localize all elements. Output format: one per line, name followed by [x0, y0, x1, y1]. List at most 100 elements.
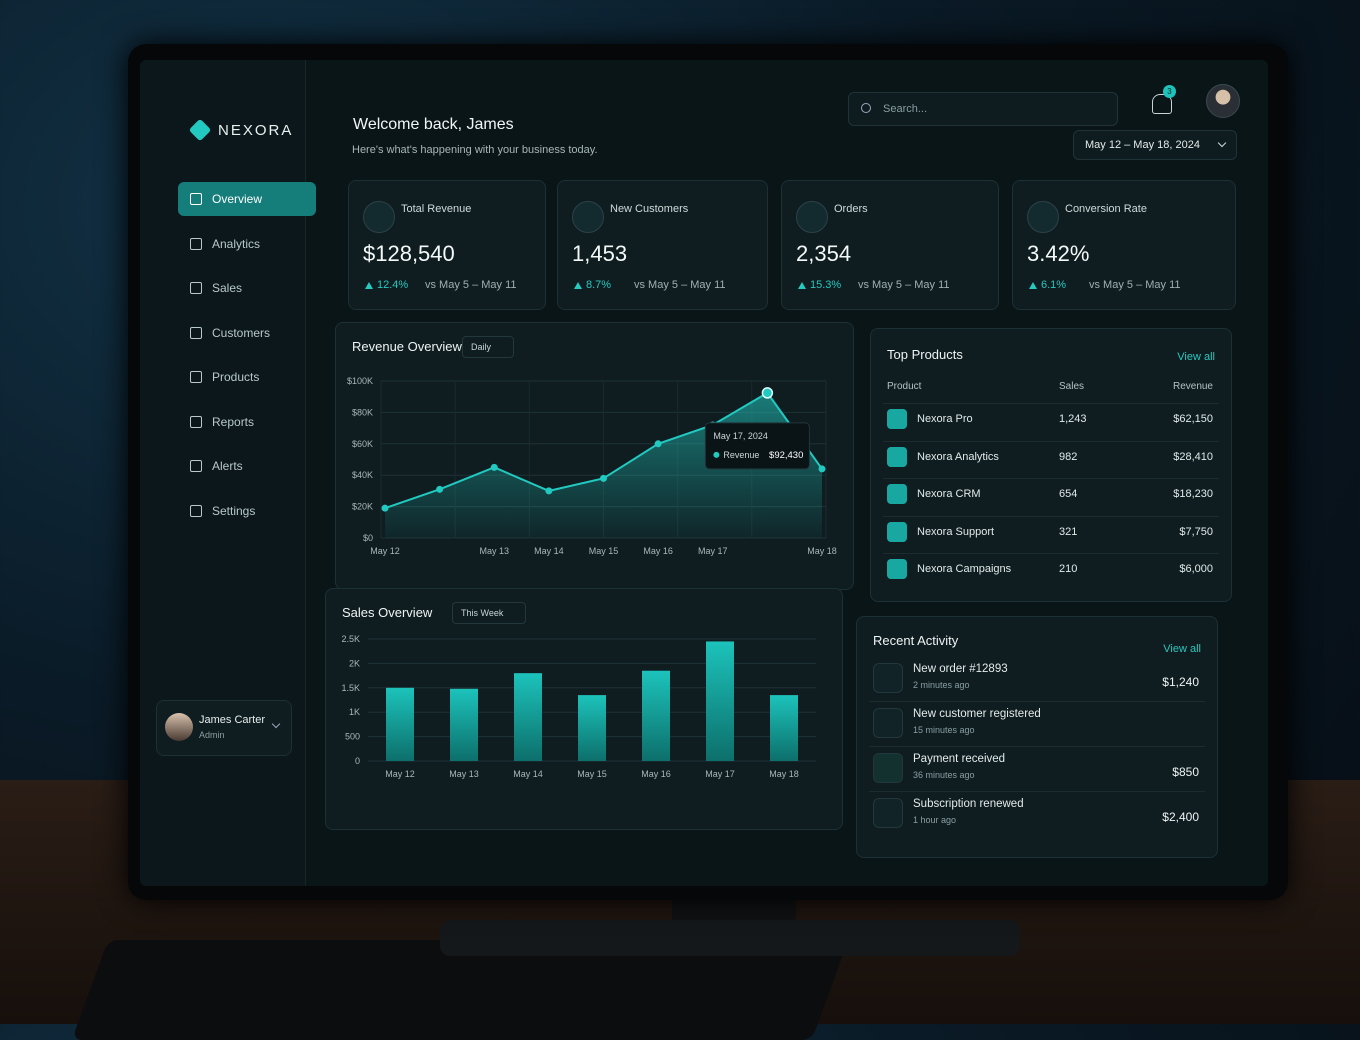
kpi-change: 15.3%: [810, 279, 842, 291]
y-tick-label: 0: [355, 756, 360, 766]
point: [600, 474, 607, 482]
y-tick-label: $0: [363, 533, 373, 543]
revenue-chart-card: Revenue Overview Daily $0 $20K $40K $60K $80K $…: [335, 322, 854, 590]
kpi-value: $128,540: [363, 241, 455, 266]
nav-item[interactable]: Analytics: [178, 227, 316, 261]
activity-icon: [873, 798, 903, 828]
row-divider: [883, 553, 1219, 554]
date-range-picker[interactable]: May 12 – May 18, 2024: [1073, 130, 1237, 160]
logo-icon: [188, 118, 212, 142]
kpi-label: Conversion Rate: [1065, 203, 1147, 215]
bar: [514, 673, 542, 761]
nav-item[interactable]: Alerts: [178, 449, 316, 483]
period-dropdown[interactable]: This Week: [452, 602, 527, 624]
sidebar: NEXORA Overview Analytics Sales Customers Pro…: [140, 60, 316, 886]
chart: 0 500 1K 1.5K 2K 2.5K May 12 May 13 May 14 May 15…: [341, 634, 816, 779]
x-tick-label: May 18: [769, 769, 799, 779]
card-title: Top Products: [887, 347, 963, 362]
activity-amount: $1,240: [1162, 675, 1199, 689]
kpi-value: 1,453: [572, 241, 628, 266]
row-divider: [869, 746, 1205, 747]
activity-icon: [873, 753, 903, 783]
x-tick-label: May 16: [641, 769, 671, 779]
search-box[interactable]: Search...: [848, 92, 1118, 126]
nav-icon: [190, 237, 202, 250]
nav-icon: [190, 371, 202, 383]
kpi-arrow: [574, 282, 582, 289]
profile-avatar[interactable]: [1206, 84, 1240, 118]
product-name: Nexora Support: [917, 525, 995, 538]
bar: [706, 641, 734, 761]
kpi-period: vs May 5 – May 11: [634, 279, 726, 291]
y-tick-label: $80K: [352, 407, 373, 417]
x-tick-label: May 15: [577, 769, 607, 779]
user-name: James Carter: [199, 714, 266, 726]
notification-badge: 3: [1163, 85, 1176, 98]
nav-item[interactable]: Sales: [178, 271, 316, 305]
tooltip-date: May 17, 2024: [713, 431, 768, 441]
kpi-value: 2,354: [796, 241, 852, 266]
activity-icon: [873, 663, 903, 693]
nav-item[interactable]: Products: [178, 360, 316, 394]
x-tick-label: May 17: [698, 546, 728, 556]
activity-title: Payment received: [913, 753, 1006, 765]
x-tick-label: May 14: [534, 546, 564, 556]
kpi-arrow: [365, 282, 373, 289]
view-all-link[interactable]: View all: [1163, 643, 1201, 655]
recent-activity-card: Recent Activity View all New order #12893 2…: [856, 616, 1218, 858]
nav-item[interactable]: Customers: [178, 316, 316, 350]
nav-icon: [190, 193, 202, 205]
point: [654, 440, 662, 448]
search-placeholder: Search...: [883, 103, 928, 115]
x-tick-label: May 12: [385, 769, 415, 779]
kpi-arrow: [798, 282, 806, 289]
product-name: Nexora Pro: [917, 413, 973, 425]
view-all-link[interactable]: View all: [1177, 351, 1215, 363]
x-tick-label: May 13: [449, 769, 479, 779]
top-products-card: Top Products View all Product Sales Revenue N…: [870, 328, 1232, 602]
point: [545, 487, 553, 495]
nav-item[interactable]: Overview: [178, 182, 316, 216]
kpi-arrow: [1029, 282, 1037, 289]
bar: [450, 688, 478, 761]
bar: [386, 687, 414, 761]
date-caret: [1217, 138, 1227, 148]
activity-time: 2 minutes ago: [913, 680, 970, 690]
product-icon: [887, 559, 907, 579]
activity-time: 15 minutes ago: [913, 725, 975, 735]
nav-icon: [190, 504, 202, 517]
y-tick-label: 2.5K: [341, 634, 360, 644]
point: [436, 485, 444, 493]
search-icon: [861, 103, 871, 113]
user-card[interactable]: James Carter Admin: [156, 700, 292, 756]
period-dropdown[interactable]: Daily: [462, 336, 515, 358]
x-tick-label: May 15: [589, 546, 619, 556]
nav-item[interactable]: Reports: [178, 405, 316, 439]
y-tick-label: 1K: [349, 707, 360, 717]
y-tick-label: 2K: [349, 658, 360, 668]
notifications[interactable]: 3: [1152, 85, 1176, 114]
nav-icon: [190, 415, 202, 428]
product-revenue: $62,150: [1173, 413, 1213, 425]
bar: [578, 695, 606, 761]
point: [490, 463, 498, 471]
product-icon: [887, 446, 907, 467]
product-sales: 654: [1059, 488, 1078, 500]
x-tick-label: May 12: [370, 546, 400, 556]
kpi-card: New Customers 1,453 8.7% vs May 5 – May 11: [557, 180, 768, 310]
product-revenue: $28,410: [1173, 450, 1213, 463]
product-sales: 321: [1059, 525, 1078, 538]
kpi-card: Total Revenue $128,540 12.4% vs May 5 – May…: [348, 180, 546, 310]
kpi-icon: [363, 201, 395, 233]
column-header: Product: [887, 381, 922, 392]
tooltip-series: Revenue: [723, 450, 759, 460]
x-tick-label: May 14: [513, 769, 543, 779]
nav-item[interactable]: Settings: [178, 494, 316, 528]
date-range: May 12 – May 18, 2024: [1085, 139, 1200, 151]
tooltip: [704, 422, 810, 470]
product-revenue: $7,750: [1179, 525, 1213, 538]
kpi-card: Conversion Rate 3.42% 6.1% vs May 5 – May 1…: [1012, 180, 1236, 310]
product-revenue: $18,230: [1173, 488, 1213, 500]
tooltip-value: $92,430: [769, 450, 803, 461]
